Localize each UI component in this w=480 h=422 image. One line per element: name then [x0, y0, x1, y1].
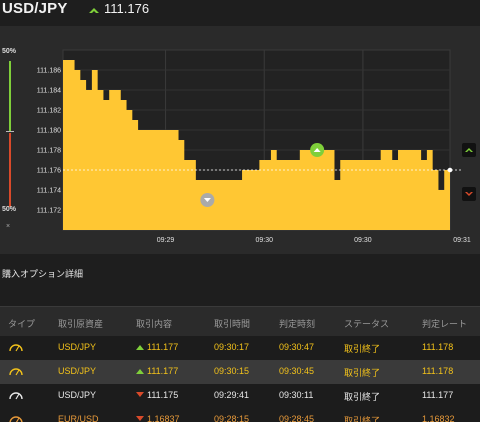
row-judge: 09:30:11: [279, 390, 314, 400]
row-content: 111.175: [136, 390, 178, 400]
header-asset: 取引原資産: [58, 319, 104, 329]
table-row[interactable]: USD/JPY 111.177 09:30:17 09:30:47 取引終了 1…: [0, 336, 480, 360]
row-content-value: 111.175: [147, 390, 179, 400]
down-arrow-icon: [136, 416, 144, 421]
row-content: 111.177: [136, 342, 178, 352]
x-tick-label: 09:30: [255, 237, 273, 244]
row-asset: USD/JPY: [58, 342, 97, 352]
sentiment-gauge: 50% 50% ×: [0, 26, 20, 236]
row-content-value: 1.16837: [147, 414, 180, 422]
row-status: 取引終了: [344, 392, 381, 402]
section-title: 購入オプション詳細: [2, 269, 84, 279]
up-arrow-icon: [465, 148, 473, 152]
x-tick-label: 09:30: [354, 237, 372, 244]
table-header: タイプ 取引原資産 取引内容 取引時間 判定時刻 ステータス 判定レート: [0, 306, 480, 336]
header-content: 取引内容: [136, 319, 173, 329]
x-tick-label: 09:29: [157, 237, 175, 244]
price-area: [63, 60, 450, 230]
header-bar: USD/JPY 111.176: [0, 0, 480, 26]
chart-panel: 50% 50% × 111.186 111.184 111.182 111.180 11…: [0, 26, 480, 254]
row-rate: 111.177: [422, 390, 454, 400]
row-status: 取引終了: [344, 344, 381, 354]
y-tick-label: 111.182: [37, 108, 61, 115]
price-chart[interactable]: 111.186 111.184 111.182 111.180 111.178 111.1…: [0, 26, 480, 254]
gauge-icon: [9, 392, 23, 400]
table-row[interactable]: EUR/USD 1.16837 09:28:15 09:28:45 取引終了 1…: [0, 408, 480, 422]
row-content-value: 111.177: [147, 366, 179, 376]
chart-side-up-button[interactable]: [462, 143, 476, 157]
y-tick-label: 111.176: [37, 168, 61, 175]
row-rate: 1.16832: [422, 414, 455, 422]
row-status: 取引終了: [344, 368, 381, 378]
x-tick-label: 09:31: [453, 237, 471, 244]
gauge-icon: [9, 368, 23, 376]
row-asset: USD/JPY: [58, 390, 97, 400]
header-judge: 判定時刻: [279, 319, 316, 329]
chart-side-down-button[interactable]: [462, 187, 476, 201]
row-judge: 09:30:47: [279, 342, 315, 352]
y-tick-label: 111.180: [37, 128, 61, 135]
gauge-icon: [9, 344, 23, 352]
gauge-up-bar: [9, 61, 11, 131]
gauge-divider: [6, 131, 14, 132]
options-table: タイプ 取引原資産 取引内容 取引時間 判定時刻 ステータス 判定レート USD…: [0, 306, 480, 422]
y-tick-label: 111.172: [37, 208, 61, 215]
row-content: 1.16837: [136, 414, 180, 422]
row-time: 09:30:15: [214, 366, 250, 376]
table-row[interactable]: USD/JPY 111.175 09:29:41 09:30:11 取引終了 1…: [0, 384, 480, 408]
row-time: 09:28:15: [214, 414, 250, 422]
up-arrow-icon: [136, 345, 144, 350]
up-arrow-icon: [89, 8, 99, 13]
gauge-down-bar: [9, 133, 11, 207]
table-row[interactable]: USD/JPY 111.177 09:30:15 09:30:45 取引終了 1…: [0, 360, 480, 384]
row-rate: 111.178: [422, 342, 454, 352]
row-asset: USD/JPY: [58, 366, 97, 376]
symbol-title: USD/JPY: [2, 0, 68, 17]
row-time: 09:30:17: [214, 342, 250, 352]
header-rate: 判定レート: [422, 319, 468, 329]
down-arrow-icon: [136, 392, 144, 397]
header-time: 取引時間: [214, 319, 251, 329]
row-status: 取引終了: [344, 416, 381, 422]
y-tick-label: 111.178: [37, 148, 61, 155]
row-content-value: 111.177: [147, 342, 179, 352]
row-judge: 09:28:45: [279, 414, 315, 422]
current-price-dot: [447, 167, 453, 173]
gauge-bottom-label: 50%: [2, 206, 17, 213]
up-arrow-icon: [136, 369, 144, 374]
current-price: 111.176: [104, 1, 150, 16]
gauge-close-icon[interactable]: ×: [6, 223, 11, 230]
gauge-top-label: 50%: [2, 48, 17, 55]
y-tick-label: 111.186: [37, 68, 61, 75]
header-type: タイプ: [8, 319, 36, 329]
y-tick-label: 111.184: [37, 88, 61, 95]
down-arrow-icon: [203, 198, 211, 202]
up-arrow-icon: [313, 148, 321, 152]
row-time: 09:29:41: [214, 390, 250, 400]
row-content: 111.177: [136, 366, 178, 376]
y-tick-label: 111.174: [37, 188, 61, 195]
header-status: ステータス: [344, 319, 390, 329]
row-rate: 111.178: [422, 366, 454, 376]
down-arrow-icon: [465, 192, 473, 196]
row-judge: 09:30:45: [279, 366, 315, 376]
row-asset: EUR/USD: [58, 414, 99, 422]
gauge-icon: [9, 416, 23, 422]
